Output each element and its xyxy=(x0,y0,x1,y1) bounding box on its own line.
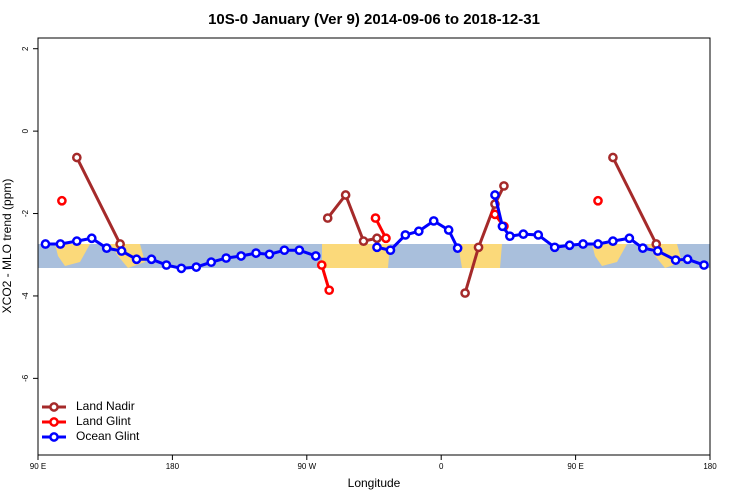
series-point xyxy=(490,190,500,200)
series-point xyxy=(372,233,382,244)
series-point xyxy=(400,230,411,240)
series-point xyxy=(294,245,305,256)
series-point xyxy=(40,239,51,249)
x-tick-label: 0 xyxy=(439,462,444,471)
x-tick-label: 180 xyxy=(703,462,717,471)
series-point xyxy=(578,239,588,249)
series-point xyxy=(221,253,232,263)
series-point xyxy=(497,221,508,232)
series-point xyxy=(55,239,66,249)
series-point xyxy=(682,254,693,265)
series-point xyxy=(549,242,560,253)
y-tick-label: -6 xyxy=(21,374,30,382)
series-point xyxy=(505,231,515,242)
series-point xyxy=(322,213,333,223)
series-point xyxy=(452,243,463,253)
series-point xyxy=(593,195,603,206)
x-tick-label: 90 E xyxy=(567,462,583,471)
series-point xyxy=(637,243,648,253)
x-tick-label: 90 E xyxy=(30,462,46,471)
land xyxy=(458,244,502,268)
series-point xyxy=(131,254,142,265)
series-point xyxy=(191,262,202,272)
series-point xyxy=(206,257,217,268)
series-point xyxy=(533,230,544,240)
series-point xyxy=(608,236,618,246)
series-point xyxy=(264,249,275,260)
series-point xyxy=(71,236,82,246)
series-point xyxy=(57,195,67,206)
series-line xyxy=(493,194,705,267)
series-line xyxy=(611,156,658,245)
series-point xyxy=(564,240,575,251)
series-point xyxy=(499,181,509,191)
series-point xyxy=(593,239,603,249)
legend-marker xyxy=(49,402,59,412)
series-point xyxy=(116,246,127,256)
x-tick-label: 90 W xyxy=(297,462,316,471)
series-point xyxy=(101,243,112,253)
series-line xyxy=(75,156,122,245)
x-axis-label: Longitude xyxy=(348,476,401,490)
plot-frame xyxy=(37,37,711,456)
chart-title: 10S-0 January (Ver 9) 2014-09-06 to 2018… xyxy=(208,11,540,28)
series-point xyxy=(652,246,663,256)
series-point xyxy=(385,245,396,256)
series-point xyxy=(161,260,172,270)
series-line xyxy=(326,191,378,243)
x-tick-label: 180 xyxy=(166,462,180,471)
series-point xyxy=(310,251,321,261)
series-point xyxy=(279,245,290,256)
series-point xyxy=(71,152,82,163)
series-point xyxy=(372,242,382,253)
series-point xyxy=(670,255,681,265)
series-point xyxy=(460,288,470,298)
series-point xyxy=(324,285,335,296)
series-point xyxy=(370,213,381,223)
series-point xyxy=(428,216,439,226)
series-point xyxy=(176,263,187,274)
series-point xyxy=(699,260,709,270)
legend-label: Land Nadir xyxy=(76,399,135,413)
y-tick-label: 0 xyxy=(21,128,30,133)
series-point xyxy=(624,233,635,244)
series-point xyxy=(473,242,484,253)
y-tick-label: -4 xyxy=(21,292,30,300)
series-point xyxy=(236,251,246,261)
series-point xyxy=(251,248,261,258)
legend-marker xyxy=(49,417,59,427)
series-point xyxy=(316,260,327,270)
y-tick-label: -2 xyxy=(21,209,30,217)
series-point xyxy=(340,190,351,200)
series-point xyxy=(358,236,369,246)
y-tick-label: 2 xyxy=(21,46,30,51)
series-point xyxy=(518,229,529,239)
series-point xyxy=(413,226,424,237)
legend-label: Ocean Glint xyxy=(76,429,140,443)
series-point xyxy=(443,225,454,235)
series-point xyxy=(146,254,157,265)
series-point xyxy=(608,152,618,163)
series-point xyxy=(381,233,391,244)
series-point xyxy=(86,233,97,244)
legend-marker xyxy=(49,432,59,442)
land xyxy=(592,244,627,266)
legend-label: Land Glint xyxy=(76,414,131,428)
land xyxy=(55,244,90,266)
y-axis-label: XCO2 - MLO trend (ppm) xyxy=(0,179,14,314)
